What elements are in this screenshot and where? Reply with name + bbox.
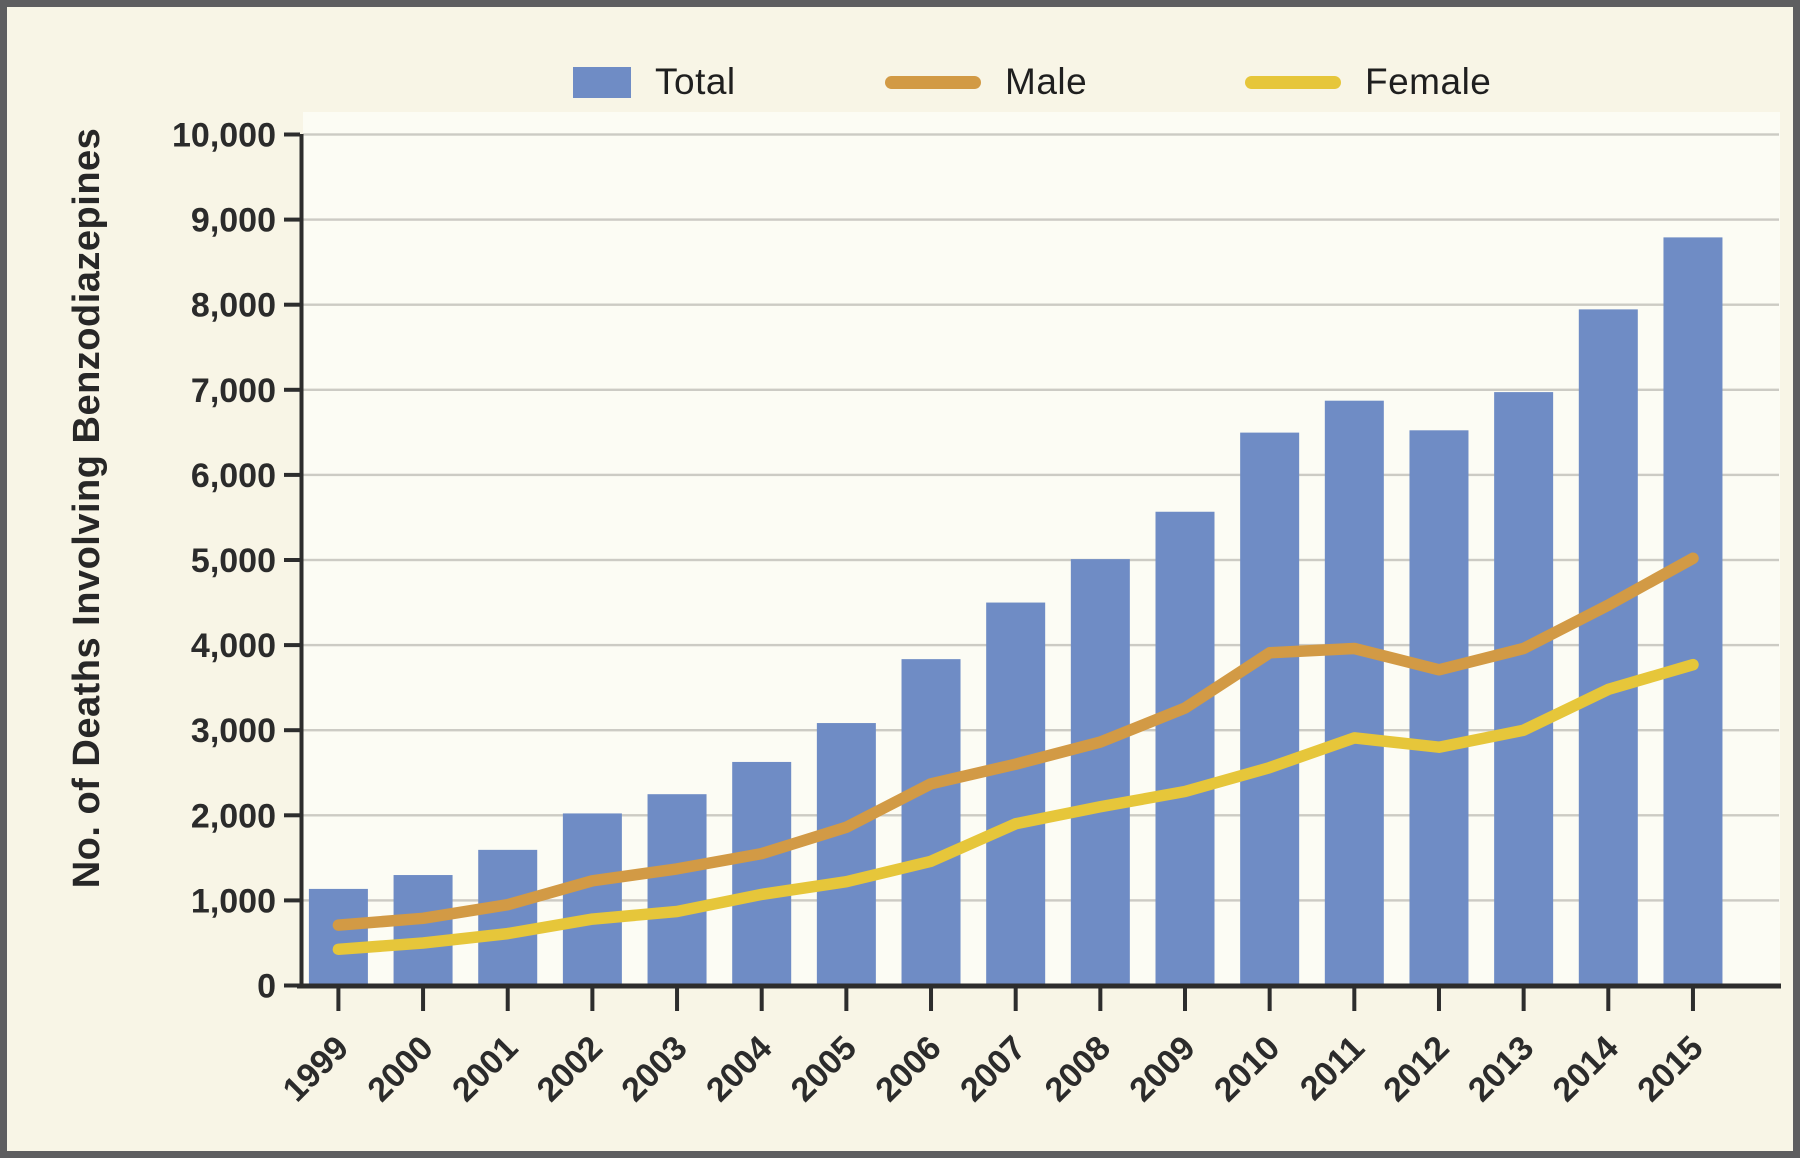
x-tick-2013 (1521, 988, 1526, 1011)
gridline-10000 (303, 133, 1779, 136)
bar-2011 (1324, 400, 1384, 987)
gridline-9000 (303, 218, 1779, 221)
x-tick-2015 (1690, 988, 1695, 1011)
y-tick-8000 (284, 302, 300, 307)
legend-label-female: Female (1365, 61, 1492, 102)
y-tick-label-9000: 9,000 (191, 202, 276, 240)
y-tick-4000 (284, 643, 300, 648)
x-tick-2000 (421, 988, 426, 1011)
x-tick-label-2011: 2011 (1293, 1029, 1372, 1108)
y-tick-label-6000: 6,000 (191, 457, 276, 495)
x-tick-label-2001: 2001 (445, 1029, 525, 1109)
x-tick-label-1999: 1999 (276, 1029, 356, 1109)
bar-2013 (1494, 392, 1554, 987)
y-tick-label-4000: 4,000 (191, 627, 276, 665)
x-tick-label-2013: 2013 (1461, 1029, 1541, 1109)
female-line-swatch-icon (1245, 75, 1341, 89)
y-axis-title: No. of Deaths Involving Benzodiazepines (66, 127, 108, 889)
x-tick-2006 (929, 988, 934, 1011)
bar-2015 (1663, 237, 1723, 987)
x-tick-2004 (759, 988, 764, 1011)
legend-label-male: Male (1005, 61, 1088, 102)
x-tick-label-2002: 2002 (530, 1029, 610, 1109)
bar-2007 (986, 602, 1046, 987)
x-tick-label-2005: 2005 (784, 1029, 864, 1109)
x-tick-label-2015: 2015 (1630, 1029, 1710, 1109)
x-tick-2014 (1606, 988, 1611, 1011)
y-tick-5000 (284, 558, 300, 562)
x-axis-line (297, 983, 1781, 989)
x-tick-2009 (1183, 988, 1187, 1011)
y-tick-10000 (284, 132, 300, 137)
bar-2001 (478, 849, 538, 987)
gridline-6000 (303, 473, 1779, 477)
y-tick-7000 (284, 387, 300, 392)
y-tick-label-8000: 8,000 (191, 287, 276, 325)
x-tick-label-2014: 2014 (1546, 1029, 1626, 1109)
y-tick-3000 (284, 728, 300, 733)
x-tick-label-2004: 2004 (699, 1029, 779, 1109)
x-tick-2008 (1098, 988, 1103, 1011)
bar-2002 (562, 813, 622, 987)
x-tick-2001 (505, 988, 510, 1011)
bar-2004 (732, 761, 792, 987)
y-tick-2000 (284, 813, 300, 818)
gridline-5000 (303, 558, 1779, 562)
legend-item-female: Female (1245, 59, 1491, 105)
y-tick-6000 (284, 472, 300, 477)
x-tick-label-2000: 2000 (360, 1029, 440, 1109)
bar-2008 (1070, 559, 1130, 987)
y-tick-label-1000: 1,000 (191, 882, 276, 920)
bar-2009 (1155, 511, 1215, 987)
bar-2005 (816, 723, 876, 987)
x-tick-1999 (336, 988, 341, 1011)
bar-2014 (1578, 309, 1638, 987)
y-tick-label-10000: 10,000 (172, 117, 276, 155)
x-tick-2010 (1267, 988, 1272, 1011)
bar-2006 (901, 659, 961, 987)
gridline-7000 (303, 388, 1779, 391)
male-line (332, 552, 1699, 931)
y-tick-label-7000: 7,000 (191, 372, 276, 410)
legend-item-male: Male (885, 59, 1087, 105)
y-tick-1000 (284, 898, 300, 903)
x-tick-label-2003: 2003 (614, 1029, 694, 1109)
x-tick-2003 (675, 988, 680, 1011)
legend-item-total: Total (573, 59, 736, 105)
x-tick-label-2008: 2008 (1038, 1029, 1118, 1109)
y-tick-label-0: 0 (257, 968, 276, 1006)
x-tick-2007 (1013, 988, 1018, 1011)
x-tick-label-2009: 2009 (1122, 1029, 1202, 1109)
male-line-swatch-icon (885, 75, 981, 89)
x-tick-2011 (1352, 988, 1357, 1011)
x-tick-label-2006: 2006 (868, 1029, 948, 1109)
y-axis-line (299, 134, 304, 988)
x-tick-label-2012: 2012 (1376, 1029, 1456, 1109)
x-tick-2002 (590, 988, 595, 1011)
y-tick-9000 (284, 217, 300, 222)
bar-2010 (1240, 432, 1300, 987)
legend-label-total: Total (655, 61, 736, 102)
x-tick-label-2010: 2010 (1207, 1029, 1287, 1109)
y-tick-0 (284, 983, 300, 988)
y-tick-label-2000: 2,000 (191, 797, 276, 835)
bar-2012 (1409, 430, 1469, 987)
bar-2000 (393, 875, 453, 987)
total-bar-swatch-icon (573, 66, 631, 98)
female-line (332, 658, 1699, 956)
y-tick-label-3000: 3,000 (191, 712, 276, 750)
x-tick-2012 (1436, 988, 1441, 1011)
x-tick-label-2007: 2007 (953, 1029, 1033, 1109)
gridline-8000 (303, 303, 1779, 306)
chart-legend: Total Male Female (7, 7, 1793, 117)
bar-2003 (647, 794, 707, 987)
x-tick-2005 (844, 988, 849, 1011)
y-tick-label-5000: 5,000 (191, 542, 276, 580)
chart-plot-area: 0 1,000 2,000 3,000 4,000 5,000 6,000 7,000 8,00… (172, 112, 1781, 1109)
bar-1999 (308, 888, 368, 987)
